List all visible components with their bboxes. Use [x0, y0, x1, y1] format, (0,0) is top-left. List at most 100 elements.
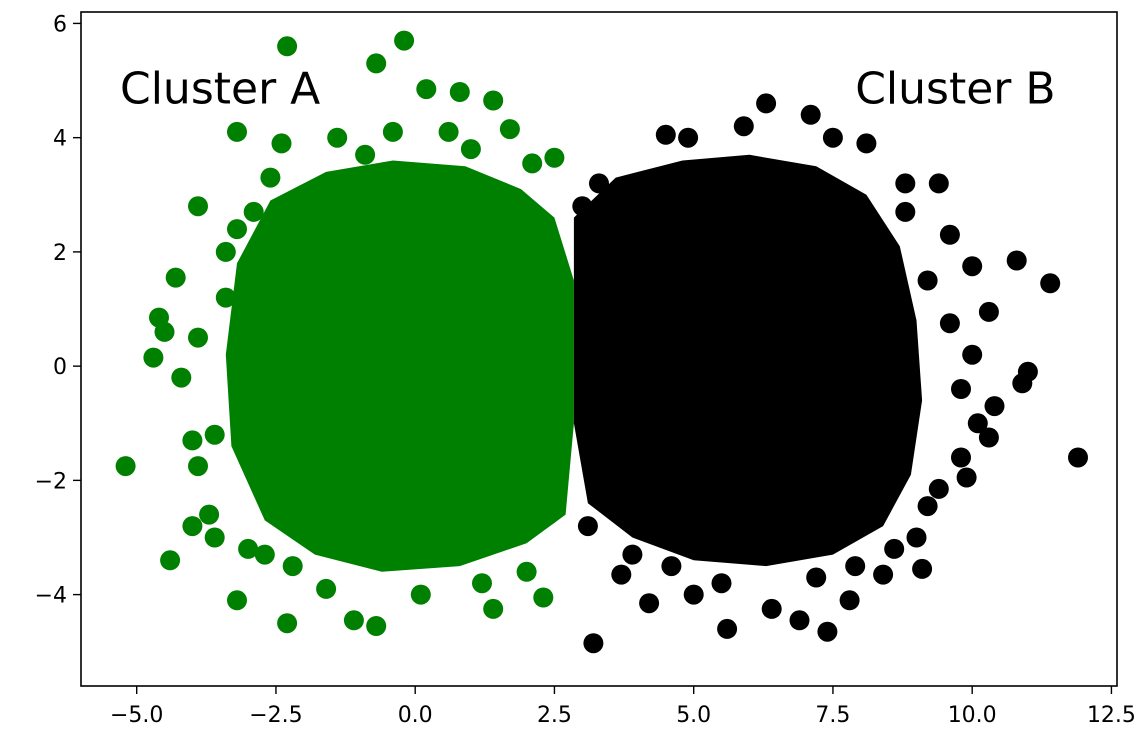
scatter-point	[182, 516, 203, 537]
scatter-point	[499, 119, 520, 140]
scatter-point	[1012, 373, 1033, 394]
scatter-point	[355, 144, 376, 165]
scatter-point	[460, 139, 481, 160]
scatter-point	[215, 241, 236, 262]
scatter-point	[800, 104, 821, 125]
scatter-point	[577, 516, 598, 537]
scatter-point	[589, 173, 609, 194]
scatter-point	[1040, 273, 1061, 294]
scatter-point	[188, 196, 208, 217]
scatter-point	[683, 584, 704, 605]
scatter-point	[227, 590, 247, 611]
scatter-point	[951, 379, 971, 399]
scatter-point	[962, 256, 983, 277]
y-tick-label: −4	[35, 584, 67, 609]
scatter-point	[951, 447, 971, 468]
scatter-point	[789, 610, 810, 631]
scatter-point	[115, 456, 136, 477]
x-tick-label: −2.5	[249, 703, 302, 728]
scatter-point	[611, 564, 632, 585]
scatter-point	[277, 36, 298, 57]
scatter-point	[845, 556, 866, 577]
y-tick-label: −2	[35, 469, 67, 494]
cluster-label: Cluster A	[120, 63, 320, 114]
scatter-point	[711, 573, 732, 594]
scatter-points	[115, 30, 1088, 654]
scatter-point	[884, 538, 905, 559]
scatter-point	[416, 79, 437, 100]
scatter-point	[522, 153, 543, 174]
scatter-point	[639, 593, 660, 614]
axes: −5.0 −2.5 0.0 2.5 5.0 7.5 10.0 12.5 −4 −2 0 2 4 6	[35, 11, 1136, 728]
scatter-point	[962, 344, 983, 365]
scatter-point	[271, 133, 292, 154]
scatter-point	[277, 613, 298, 634]
x-tick-label: 5.0	[676, 703, 711, 728]
scatter-point	[227, 121, 247, 142]
x-tick-label: 7.5	[815, 703, 850, 728]
cluster-a-core	[225, 160, 574, 572]
scatter-point	[165, 267, 186, 288]
cluster-masses	[225, 154, 923, 572]
scatter-point	[366, 53, 387, 74]
scatter-point	[382, 121, 403, 142]
scatter-point	[316, 578, 337, 599]
scatter-point	[622, 544, 643, 565]
scatter-point	[655, 124, 676, 145]
plot-frame	[80, 11, 1118, 687]
scatter-point	[928, 478, 949, 499]
scatter-point	[243, 201, 264, 222]
scatter-point	[483, 90, 504, 111]
scatter-point	[984, 396, 1005, 417]
scatter-point	[227, 219, 247, 240]
scatter-point	[327, 127, 348, 148]
scatter-point	[978, 427, 999, 448]
scatter-point	[449, 82, 470, 102]
scatter-point	[188, 456, 208, 477]
scatter-point	[154, 321, 175, 342]
scatter-point	[917, 270, 938, 291]
scatter-point	[895, 201, 916, 222]
x-tick-label: −5.0	[110, 703, 163, 728]
scatter-point	[188, 327, 208, 348]
scatter-point	[366, 616, 387, 636]
scatter-point	[182, 430, 203, 451]
scatter-point	[928, 173, 949, 194]
y-tick-label: 6	[53, 12, 67, 37]
scatter-point	[394, 30, 415, 51]
scatter-point	[160, 550, 181, 571]
cluster-b-core	[573, 154, 923, 567]
scatter-point	[756, 93, 777, 114]
scatter-point	[438, 121, 459, 142]
scatter-point	[1006, 250, 1027, 271]
scatter-point	[260, 167, 281, 188]
scatter-point	[856, 133, 877, 154]
scatter-point	[544, 147, 565, 168]
scatter-point	[483, 598, 504, 619]
scatter-point	[661, 556, 682, 577]
scatter-point	[572, 196, 593, 217]
scatter-point	[538, 504, 559, 525]
scatter-point	[978, 301, 999, 322]
scatter-point	[472, 573, 492, 594]
scatter-point	[215, 287, 236, 308]
scatter-point	[410, 584, 431, 605]
scatter-point	[761, 598, 782, 619]
y-tick-label: 4	[53, 127, 67, 152]
scatter-point	[282, 556, 303, 577]
scatter-point	[822, 127, 843, 148]
scatter-point	[516, 561, 537, 582]
scatter-point	[204, 424, 225, 445]
scatter-point	[1068, 447, 1088, 468]
cluster-label: Cluster B	[855, 63, 1055, 114]
scatter-point	[873, 564, 894, 585]
scatter-point	[171, 367, 192, 388]
scatter-point	[912, 558, 933, 579]
scatter-point	[839, 590, 860, 611]
scatter-point	[583, 633, 604, 654]
scatter-point	[143, 347, 164, 368]
scatter-point	[967, 413, 988, 434]
annotations: Cluster A Cluster B	[120, 63, 1056, 114]
scatter-point	[806, 567, 827, 588]
